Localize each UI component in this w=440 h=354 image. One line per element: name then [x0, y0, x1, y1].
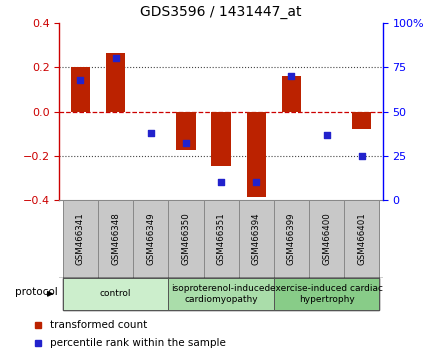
Bar	[309, 200, 344, 278]
Point	[358, 153, 365, 159]
Bar	[169, 278, 274, 310]
Point	[323, 132, 330, 137]
Bar	[352, 112, 371, 129]
Bar	[274, 200, 309, 278]
Text: transformed count: transformed count	[50, 320, 147, 330]
Text: GSM466349: GSM466349	[146, 213, 155, 265]
Text: protocol: protocol	[15, 287, 58, 297]
Bar	[274, 278, 379, 310]
Bar	[282, 76, 301, 112]
Point	[112, 56, 119, 61]
Bar	[212, 112, 231, 166]
Point	[253, 179, 260, 185]
Text: GSM466348: GSM466348	[111, 212, 120, 266]
Bar	[98, 200, 133, 278]
Text: GSM466394: GSM466394	[252, 213, 261, 265]
Text: percentile rank within the sample: percentile rank within the sample	[50, 338, 226, 348]
Bar	[133, 200, 169, 278]
Bar	[63, 200, 98, 278]
Bar	[344, 200, 379, 278]
Point	[218, 179, 225, 185]
Bar	[63, 278, 169, 310]
Text: exercise-induced cardiac
hypertrophy: exercise-induced cardiac hypertrophy	[270, 284, 383, 303]
Text: GSM466351: GSM466351	[216, 212, 226, 266]
Point	[288, 73, 295, 79]
Point	[183, 141, 190, 146]
Text: control: control	[100, 289, 132, 298]
Bar	[106, 53, 125, 112]
Bar	[238, 200, 274, 278]
Point	[147, 130, 154, 136]
Text: GSM466350: GSM466350	[181, 212, 191, 266]
Bar	[204, 200, 238, 278]
Bar	[246, 112, 266, 197]
Text: GSM466399: GSM466399	[287, 213, 296, 265]
Text: isoproterenol-induced
cardiomyopathy: isoproterenol-induced cardiomyopathy	[172, 284, 271, 303]
Point	[77, 77, 84, 82]
Bar	[71, 67, 90, 112]
Text: GSM466401: GSM466401	[357, 212, 366, 266]
Bar	[169, 200, 204, 278]
Bar	[176, 112, 196, 150]
Title: GDS3596 / 1431447_at: GDS3596 / 1431447_at	[140, 5, 302, 19]
Text: GSM466341: GSM466341	[76, 212, 85, 266]
Text: GSM466400: GSM466400	[322, 212, 331, 266]
